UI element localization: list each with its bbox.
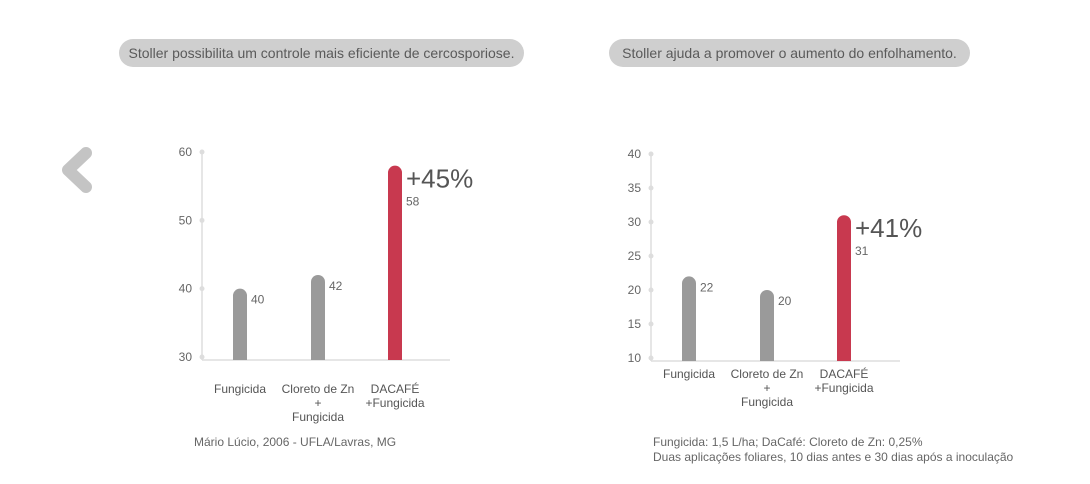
bar: [233, 288, 247, 360]
data-label: 20: [778, 294, 792, 308]
increase-label: +41%: [855, 213, 922, 243]
bar: [388, 165, 402, 360]
y-tick-dot: [648, 185, 654, 191]
category-label: +: [763, 381, 770, 395]
bar-base: [837, 354, 851, 361]
data-label: 31: [855, 244, 869, 258]
y-tick-dot: [648, 219, 654, 225]
data-label: 22: [700, 280, 714, 294]
category-label: Cloreto de Zn: [731, 367, 804, 381]
category-label: Cloreto de Zn: [282, 382, 355, 396]
chart-2-note: Fungicida: 1,5 L/ha; DaCafé: Cloreto de …: [653, 435, 1013, 465]
data-label: 40: [251, 293, 265, 307]
chart-title-1: Stoller possibilita um controle mais efi…: [119, 39, 524, 67]
category-label: +: [314, 396, 321, 410]
y-tick-label: 10: [628, 351, 642, 365]
y-tick-label: 40: [628, 147, 642, 161]
data-label: 42: [329, 279, 343, 293]
category-label: Fungicida: [741, 395, 793, 409]
y-tick-dot: [648, 355, 654, 361]
y-tick-dot: [648, 151, 654, 157]
bar-base: [311, 353, 325, 360]
y-tick-label: 50: [179, 213, 193, 227]
y-tick-label: 20: [628, 283, 642, 297]
category-label: Fungicida: [292, 410, 344, 424]
bar-base: [233, 353, 247, 360]
category-label: +Fungicida: [365, 396, 424, 410]
bar: [682, 276, 696, 361]
y-tick-dot: [199, 354, 205, 360]
category-label: Fungicida: [663, 367, 715, 381]
y-tick-label: 40: [179, 282, 193, 296]
y-tick-dot: [199, 286, 205, 292]
y-tick-label: 15: [628, 317, 642, 331]
increase-label: +45%: [406, 164, 473, 194]
chevron-left-icon[interactable]: [58, 145, 98, 195]
bar: [837, 215, 851, 361]
chart-1-note-line: Mário Lúcio, 2006 - UFLA/Lavras, MG: [194, 435, 397, 449]
bar-base: [760, 354, 774, 361]
y-tick-dot: [648, 253, 654, 259]
category-label: Fungicida: [214, 382, 266, 396]
y-tick-dot: [199, 149, 205, 155]
category-label: +Fungicida: [814, 381, 873, 395]
y-tick-label: 30: [179, 350, 193, 364]
bar: [760, 290, 774, 361]
y-tick-label: 60: [179, 145, 193, 159]
bar-base: [388, 353, 402, 360]
y-tick-dot: [199, 217, 205, 223]
y-tick-label: 35: [628, 181, 642, 195]
category-label: DACAFÉ: [371, 381, 420, 396]
y-tick-label: 25: [628, 249, 642, 263]
chart-2-note-line: Duas aplicações foliares, 10 dias antes …: [653, 450, 1014, 464]
category-label: DACAFÉ: [820, 366, 869, 381]
chart-1-note: Mário Lúcio, 2006 - UFLA/Lavras, MG: [194, 435, 396, 450]
chart-2-note-line: Fungicida: 1,5 L/ha; DaCafé: Cloreto de …: [653, 435, 923, 449]
y-tick-dot: [648, 287, 654, 293]
data-label: 58: [406, 195, 420, 209]
bar-base: [682, 354, 696, 361]
bar: [311, 275, 325, 360]
y-tick-label: 30: [628, 215, 642, 229]
y-tick-dot: [648, 321, 654, 327]
chart-title-2: Stoller ajuda a promover o aumento do en…: [609, 39, 970, 67]
